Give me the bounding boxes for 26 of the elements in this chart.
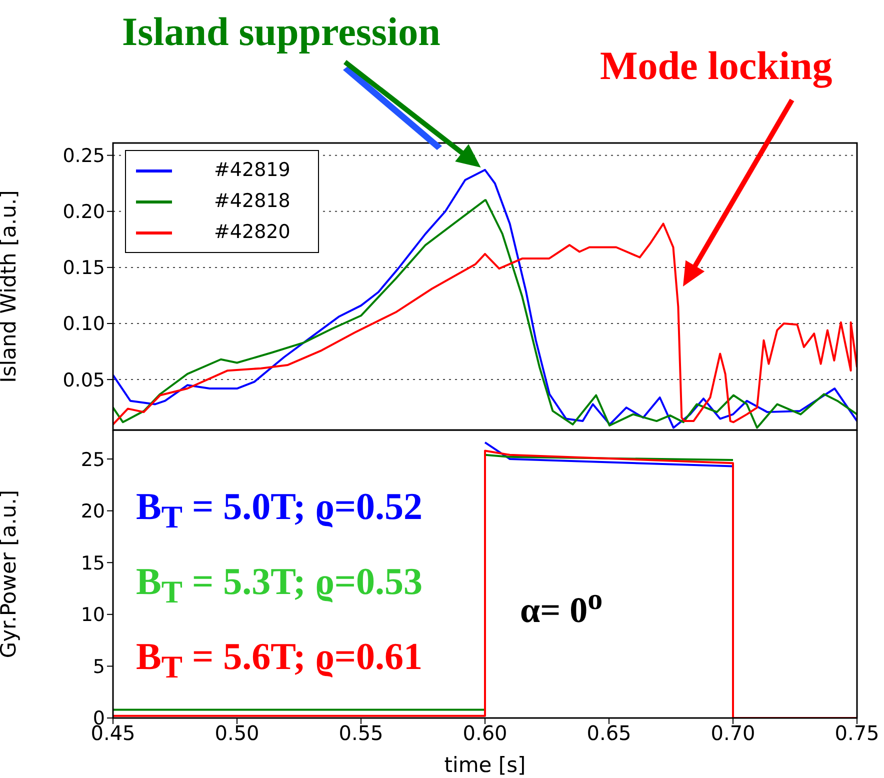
y-tick-label: 15 — [80, 552, 105, 574]
x-tick-label: 0.55 — [338, 721, 384, 746]
y-tick-label: 0.10 — [62, 313, 105, 336]
y-tick-label: 0.15 — [62, 257, 105, 280]
annotation: B$_{T}$ = 5.0T; ϱ=0.52 — [136, 486, 422, 535]
annotation: B$_{T}$ = 5.6T; ϱ=0.61 — [136, 636, 422, 685]
x-tick-label: 0.50 — [214, 721, 260, 746]
annotation: B$_{T}$ = 5.3T; ϱ=0.53 — [136, 561, 422, 610]
y-tick-label: 25 — [80, 448, 105, 471]
y-tick-label: 0.05 — [62, 369, 105, 392]
y-tick-label: 20 — [80, 500, 105, 523]
y-tick-label: 0.25 — [62, 145, 105, 168]
x-tick-label: 0.65 — [586, 721, 632, 746]
y-tick-label: 0.20 — [62, 201, 105, 224]
y-tick-label: 5 — [92, 656, 105, 678]
x-tick-label: 0.60 — [462, 721, 508, 746]
x-tick-label: 0.75 — [834, 721, 880, 746]
legend-label: #42819 — [214, 158, 290, 183]
annotation: α= 0$^{o}$ — [520, 583, 603, 630]
legend-label: #42820 — [214, 220, 290, 245]
text: Mode locking — [600, 43, 832, 88]
x-tick-label: 0.70 — [710, 721, 756, 746]
x-axis-title: time [s] — [444, 753, 526, 777]
legend-label: #42818 — [214, 189, 290, 214]
y-tick-label: 10 — [80, 604, 105, 626]
text: Island suppression — [122, 9, 440, 54]
